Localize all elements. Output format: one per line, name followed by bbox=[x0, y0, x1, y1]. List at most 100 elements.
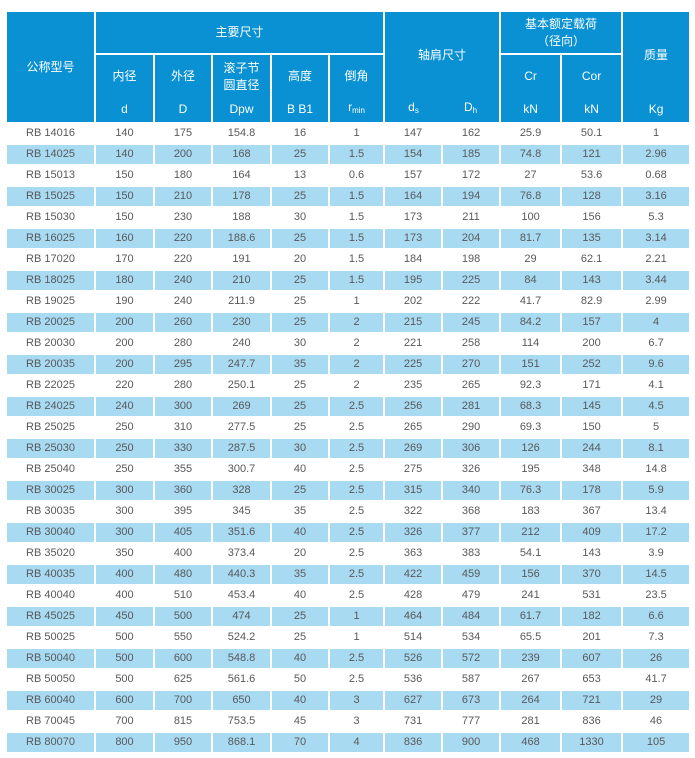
cell-Dh: 459 bbox=[441, 563, 502, 586]
cell-Cr: 41.7 bbox=[499, 290, 563, 313]
cell-Cor: 150 bbox=[560, 416, 624, 439]
cell-D: 210 bbox=[153, 185, 213, 208]
cell-d: 250 bbox=[94, 458, 155, 481]
cell-ds: 256 bbox=[383, 395, 444, 418]
cell-ds: 422 bbox=[383, 563, 444, 586]
cell-Dpw: 868.1 bbox=[211, 731, 272, 754]
cell-d: 200 bbox=[94, 332, 155, 355]
cell-Cor: 143 bbox=[560, 269, 624, 292]
table-row: RB 24025 240 300 269 25 2.5 256 281 68.3… bbox=[5, 395, 692, 418]
cell-D: 480 bbox=[153, 563, 213, 586]
table-row: RB 30025 300 360 328 25 2.5 315 340 76.3… bbox=[5, 479, 692, 502]
cell-d: 200 bbox=[94, 311, 155, 334]
cell-ds: 202 bbox=[383, 290, 444, 313]
cell-Cr: 264 bbox=[499, 689, 563, 712]
cell-Dpw: 191 bbox=[211, 248, 272, 271]
cell-B: 25 bbox=[270, 374, 330, 397]
cell-Cr: 68.3 bbox=[499, 395, 563, 418]
cell-rmin: 4 bbox=[327, 752, 386, 758]
cell-Dh: 368 bbox=[441, 500, 502, 523]
header-outer-label: 外径 bbox=[170, 69, 195, 84]
cell-Dpw: 351.6 bbox=[211, 521, 272, 544]
cell-d: 400 bbox=[94, 584, 155, 607]
cell-D: 405 bbox=[153, 521, 213, 544]
cell-Cr: 183 bbox=[499, 500, 563, 523]
cell-model: RB 35020 bbox=[5, 542, 96, 565]
cell-Kg: 9.6 bbox=[621, 353, 692, 376]
cell-Dh: 306 bbox=[441, 437, 502, 460]
symbol-B-B1: B B1 bbox=[286, 102, 313, 116]
cell-D: 260 bbox=[153, 311, 213, 334]
cell-ds: 326 bbox=[383, 521, 444, 544]
cell-B: 16 bbox=[270, 122, 330, 145]
cell-B: 25 bbox=[270, 605, 330, 628]
cell-rmin: 1.5 bbox=[327, 206, 386, 229]
cell-model: RB 30040 bbox=[5, 521, 96, 544]
cell-Cor: 145 bbox=[560, 395, 624, 418]
table-row: RB 30040 300 405 351.6 40 2.5 326 377 21… bbox=[5, 521, 692, 544]
cell-B: 25 bbox=[270, 143, 330, 166]
cell-Cor: 721 bbox=[560, 689, 624, 712]
header-inner-diameter: 内径 d bbox=[94, 53, 155, 124]
cell-ds: 937 bbox=[383, 752, 444, 758]
cell-Dh: 587 bbox=[441, 668, 502, 691]
cell-Cor: 653 bbox=[560, 668, 624, 691]
cell-Dpw: 188 bbox=[211, 206, 272, 229]
cell-ds: 464 bbox=[383, 605, 444, 628]
table-row: RB 20035 200 295 247.7 35 2 225 270 151 … bbox=[5, 353, 692, 376]
cell-Dpw: 178 bbox=[211, 185, 272, 208]
cell-d: 200 bbox=[94, 353, 155, 376]
cell-B: 45 bbox=[270, 710, 330, 733]
cell-Cr: 195 bbox=[499, 458, 563, 481]
cell-ds: 225 bbox=[383, 353, 444, 376]
cell-d: 250 bbox=[94, 416, 155, 439]
cell-Cor: 143 bbox=[560, 542, 624, 565]
cell-D: 200 bbox=[153, 143, 213, 166]
cell-rmin: 1.5 bbox=[327, 143, 386, 166]
table-row: RB 25025 250 310 277.5 25 2.5 265 290 69… bbox=[5, 416, 692, 439]
cell-Kg: 3.44 bbox=[621, 269, 692, 292]
cell-Cr: 61.7 bbox=[499, 605, 563, 628]
table-row: RB 45025 450 500 474 25 1 464 484 61.7 1… bbox=[5, 605, 692, 628]
cell-ds: 265 bbox=[383, 416, 444, 439]
header-pitch-label-line2: 圆直径 bbox=[223, 77, 260, 92]
cell-Cor: 1330 bbox=[560, 731, 624, 754]
cell-Dh: 340 bbox=[441, 479, 502, 502]
cell-d: 150 bbox=[94, 164, 155, 187]
cell-rmin: 1.5 bbox=[327, 269, 386, 292]
cell-model: RB 30035 bbox=[5, 500, 96, 523]
cell-model: RB 16025 bbox=[5, 227, 96, 250]
cell-Dh: 281 bbox=[441, 395, 502, 418]
cell-rmin: 2.5 bbox=[327, 647, 386, 670]
cell-ds: 147 bbox=[383, 122, 444, 145]
table-row: RB 22025 220 280 250.1 25 2 235 265 92.3… bbox=[5, 374, 692, 397]
cell-Kg: 7.3 bbox=[621, 626, 692, 649]
symbol-cor-unit: kN bbox=[584, 102, 599, 116]
symbol-ds: ds bbox=[408, 100, 419, 115]
cell-d: 450 bbox=[94, 605, 155, 628]
cell-model: RB 80070 bbox=[5, 731, 96, 754]
cell-rmin: 2.5 bbox=[327, 437, 386, 460]
cell-ds: 195 bbox=[383, 269, 444, 292]
cell-D: 625 bbox=[153, 668, 213, 691]
cell-model: RB 14025 bbox=[5, 143, 96, 166]
cell-d: 140 bbox=[94, 143, 155, 166]
cell-D: 330 bbox=[153, 437, 213, 460]
header-height: 高度 B B1 bbox=[270, 53, 330, 124]
cell-ds: 836 bbox=[383, 731, 444, 754]
cell-d: 700 bbox=[94, 710, 155, 733]
cell-B: 20 bbox=[270, 248, 330, 271]
cell-Kg: 14.5 bbox=[621, 563, 692, 586]
cell-rmin: 2.5 bbox=[327, 500, 386, 523]
cell-Dpw: 211.9 bbox=[211, 290, 272, 313]
cell-Cr: 76.8 bbox=[499, 185, 563, 208]
cell-Cr: 114 bbox=[499, 332, 563, 355]
cell-Kg: 8.1 bbox=[621, 437, 692, 460]
symbol-cr-unit: kN bbox=[523, 102, 538, 116]
cell-rmin: 4 bbox=[327, 731, 386, 754]
table-row: RB 50025 500 550 524.2 25 1 514 534 65.5… bbox=[5, 626, 692, 649]
cell-Cor: 135 bbox=[560, 227, 624, 250]
cell-Dpw: 300.7 bbox=[211, 458, 272, 481]
cell-B: 25 bbox=[270, 416, 330, 439]
cell-model: RB 22025 bbox=[5, 374, 96, 397]
